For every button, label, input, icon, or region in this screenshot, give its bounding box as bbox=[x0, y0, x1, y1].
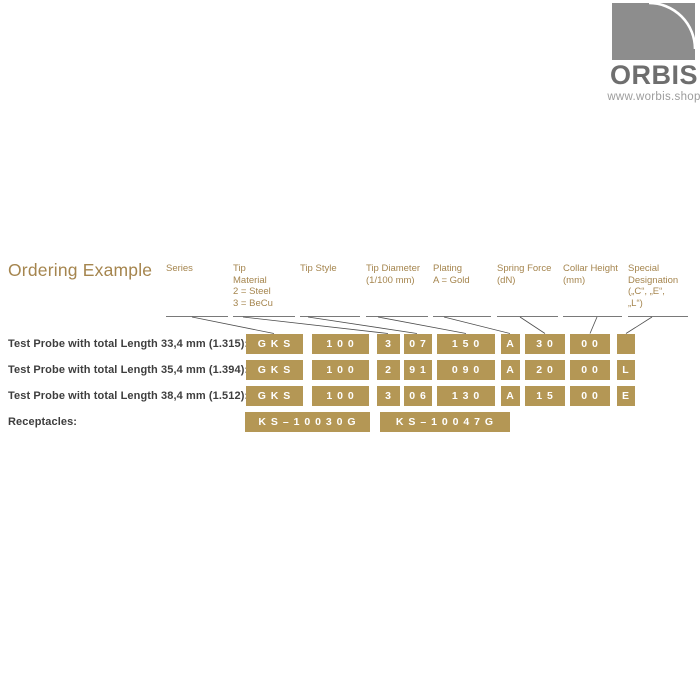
code-cell: A bbox=[501, 334, 520, 354]
code-cell: 3 bbox=[377, 334, 400, 354]
code-cell: 0 0 bbox=[570, 360, 610, 380]
code-cell: 2 0 bbox=[525, 360, 565, 380]
code-cell: 3 0 bbox=[525, 334, 565, 354]
code-cell: G K S bbox=[246, 360, 303, 380]
code-cell: 1 0 0 bbox=[312, 334, 369, 354]
code-cell: G K S bbox=[246, 334, 303, 354]
code-cell: 0 9 0 bbox=[437, 360, 495, 380]
table-row-label: Test Probe with total Length 35,4 mm (1.… bbox=[8, 364, 249, 376]
column-header: Special Designation („C“, „E“, „L“) bbox=[628, 263, 679, 309]
code-cell: 1 0 0 bbox=[312, 386, 369, 406]
code-cell: K S – 1 0 0 3 0 G bbox=[245, 412, 370, 432]
column-header: Tip Material 2 = Steel 3 = BeCu bbox=[233, 263, 273, 309]
column-header: Collar Height (mm) bbox=[563, 263, 618, 286]
brand-website-link[interactable]: www.worbis.shop bbox=[607, 91, 700, 103]
code-cell: 1 3 0 bbox=[437, 386, 495, 406]
code-cell: G K S bbox=[246, 386, 303, 406]
code-cell: 1 5 bbox=[525, 386, 565, 406]
code-cell: 0 6 bbox=[404, 386, 432, 406]
code-cell: A bbox=[501, 360, 520, 380]
code-cell: 9 1 bbox=[404, 360, 432, 380]
code-cell: 1 5 0 bbox=[437, 334, 495, 354]
brand-name: ORBIS bbox=[610, 60, 699, 90]
column-header: Tip Style bbox=[300, 263, 337, 274]
page-title: Ordering Example bbox=[8, 260, 153, 280]
code-cell bbox=[617, 334, 635, 354]
code-cell: 3 bbox=[377, 386, 400, 406]
column-header: Series bbox=[166, 263, 193, 274]
table-row-label: Test Probe with total Length 33,4 mm (1.… bbox=[8, 338, 249, 350]
code-cell: 0 0 bbox=[570, 386, 610, 406]
column-header: Tip Diameter (1/100 mm) bbox=[366, 263, 421, 286]
code-cell: E bbox=[617, 386, 635, 406]
receptacles-row-label: Receptacles: bbox=[8, 416, 78, 428]
code-cell: K S – 1 0 0 4 7 G bbox=[380, 412, 510, 432]
quarter-arc-icon bbox=[612, 3, 695, 60]
code-cell: 0 7 bbox=[404, 334, 432, 354]
table-row-label: Test Probe with total Length 38,4 mm (1.… bbox=[8, 390, 249, 402]
code-cell: L bbox=[617, 360, 635, 380]
column-header: Spring Force (dN) bbox=[497, 263, 552, 286]
code-cell: 2 bbox=[377, 360, 400, 380]
code-cell: 1 0 0 bbox=[312, 360, 369, 380]
code-cell: A bbox=[501, 386, 520, 406]
column-header: Plating A = Gold bbox=[433, 263, 470, 286]
code-cell: 0 0 bbox=[570, 334, 610, 354]
